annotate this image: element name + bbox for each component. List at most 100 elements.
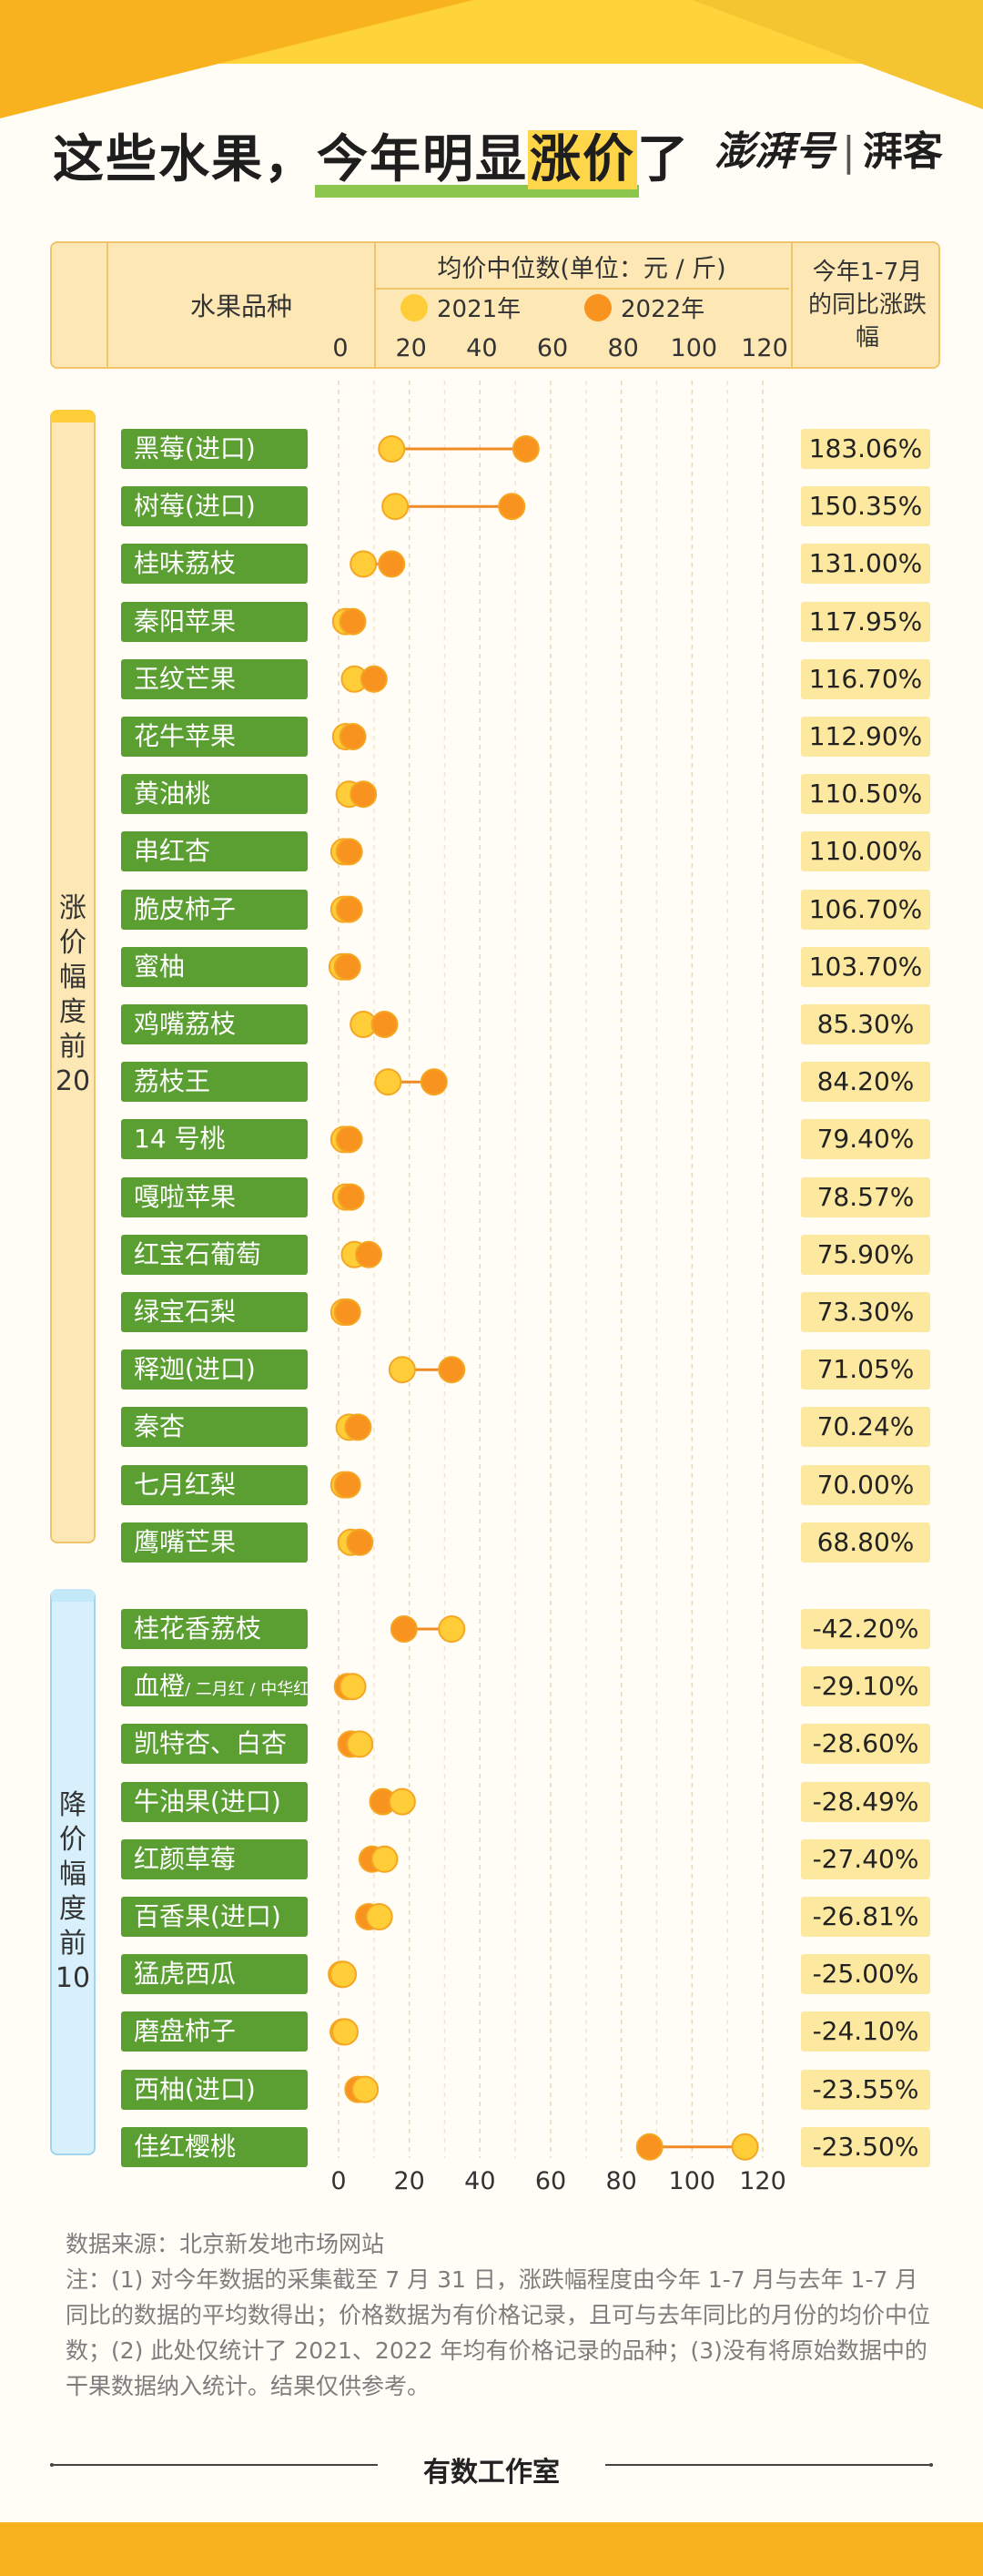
x-tick-label: 120	[741, 334, 788, 362]
header-yoy-change: 今年1-7月的同比涨跌幅	[791, 243, 942, 367]
x-tick-label: 0	[330, 2167, 347, 2195]
point-2021	[335, 1413, 363, 1441]
yoy-change-value: 79.40%	[801, 1119, 930, 1160]
point-2021	[346, 1730, 374, 1758]
yoy-change-value: -26.81%	[801, 1897, 930, 1937]
yoy-change-value: -23.55%	[801, 2069, 930, 2110]
x-tick-label: 80	[605, 2167, 637, 2195]
fruit-name-tag: 桂花香荔枝	[121, 1609, 308, 1649]
point-2021	[329, 838, 358, 866]
point-2021	[731, 2133, 759, 2161]
yoy-change-value: -29.10%	[801, 1666, 930, 1707]
fruit-name-tag: 秦阳苹果	[121, 601, 308, 642]
yoy-change-value: 70.24%	[801, 1407, 930, 1448]
fruit-name-tag: 嘎啦苹果	[121, 1176, 308, 1217]
fruit-name: 磨盘柿子	[134, 2016, 237, 2047]
fruit-name: 14 号桃	[134, 1124, 226, 1155]
fruit-name: 桂花香荔枝	[134, 1614, 262, 1644]
fruit-name: 脆皮柿子	[134, 893, 237, 924]
fruit-name-tag: 释迦(进口)	[121, 1349, 308, 1390]
x-tick-label: 0	[332, 334, 349, 362]
yoy-change-value: 103.70%	[801, 946, 930, 987]
point-2022	[335, 895, 363, 923]
point-2022	[358, 1845, 386, 1873]
x-tick-label: 100	[670, 334, 718, 362]
x-tick-label: 120	[739, 2167, 786, 2195]
fruit-name: 串红杏	[134, 836, 211, 867]
point-2022	[337, 1183, 365, 1211]
yoy-change-value: 110.00%	[801, 831, 930, 872]
point-2022	[339, 723, 367, 750]
fruit-name: 百香果(进口)	[134, 1901, 281, 1931]
fruit-name-tag: 磨盘柿子	[121, 2011, 308, 2052]
yoy-change-value: 112.90%	[801, 717, 930, 757]
fruit-name: 玉纹芒果	[134, 663, 237, 694]
point-2021	[381, 493, 410, 521]
yoy-change-value: 131.00%	[801, 544, 930, 585]
yoy-change-value: -25.00%	[801, 1954, 930, 1995]
legend-dot-2022	[584, 293, 612, 321]
page-title: 这些水果，今年明显涨价了	[53, 118, 690, 198]
header-price-title: 均价中位数(单位：元 / 斤)	[374, 249, 789, 290]
top-decoration	[0, 0, 983, 118]
rise-group-label: 涨价幅度前 20	[52, 891, 94, 1099]
fruit-name: 桂味荔枝	[134, 548, 237, 579]
fruit-name-tag: 牛油果(进口)	[121, 1781, 308, 1822]
fruit-name: 释迦(进口)	[134, 1354, 256, 1385]
fruit-name: 牛油果(进口)	[134, 1786, 281, 1817]
yoy-change-value: 117.95%	[801, 601, 930, 642]
fruit-name: 七月红梨	[134, 1469, 237, 1500]
rise-group-panel: 涨价幅度前 20	[50, 410, 96, 1543]
yoy-change-value: 73.30%	[801, 1292, 930, 1332]
fruit-name: 黄油桃	[134, 779, 211, 809]
yoy-change-value: 84.20%	[801, 1062, 930, 1103]
yoy-change-value: -24.10%	[801, 2011, 930, 2052]
fruit-name: 荔枝王	[134, 1066, 211, 1097]
point-2022	[344, 1413, 372, 1441]
yoy-change-value: 71.05%	[801, 1349, 930, 1390]
data-source-note: 数据来源：北京新发地市场网站 注：(1) 对今年数据的采集截至 7 月 31 日…	[66, 2226, 930, 2404]
point-2021	[331, 607, 360, 636]
header-fruit-name: 水果品种	[106, 243, 376, 367]
fruit-name: 花牛苹果	[134, 721, 237, 751]
fruit-name-tag: 西柚(进口)	[121, 2069, 308, 2110]
point-2022	[360, 665, 388, 693]
point-2022	[344, 2075, 372, 2103]
point-2021	[328, 952, 356, 981]
x-tick-label: 20	[395, 334, 427, 362]
fruit-name-sub: / 二月红 / 中华红	[185, 1680, 308, 1700]
fruit-name: 佳红樱桃	[134, 2131, 237, 2162]
point-2021	[388, 1787, 416, 1816]
x-tick-label: 40	[464, 2167, 496, 2195]
footer-studio: 有数工作室	[423, 2457, 560, 2489]
rise-group-text: 涨价幅度前 20	[55, 892, 91, 1097]
note-text: 注：(1) 对今年数据的采集截至 7 月 31 日，涨跌幅程度由今年 1-7 月…	[66, 2266, 931, 2399]
point-2022	[333, 1471, 361, 1499]
fruit-name: 红宝石葡萄	[134, 1238, 262, 1269]
bottom-decoration	[0, 2522, 983, 2576]
yoy-change-value: -42.20%	[801, 1609, 930, 1649]
yoy-change-value: -27.40%	[801, 1838, 930, 1879]
yoy-change-value: -28.49%	[801, 1781, 930, 1822]
fruit-name-tag: 红宝石葡萄	[121, 1234, 308, 1275]
fruit-name-tag: 百香果(进口)	[121, 1897, 308, 1937]
point-2022	[420, 1068, 448, 1096]
point-2022	[369, 1787, 397, 1816]
fruit-name: 绿宝石梨	[134, 1297, 237, 1327]
fruit-name: 蜜柚	[134, 951, 186, 982]
title-highlight: 今年明显涨价	[315, 118, 639, 198]
point-2022	[512, 435, 540, 463]
fall-group-text: 降价幅度前 10	[55, 1789, 91, 1994]
point-2021	[350, 550, 378, 578]
legend-label-2021: 2021年	[437, 296, 522, 323]
fruit-name-tag: 红颜草莓	[121, 1838, 308, 1879]
table-header: 水果品种 均价中位数(单位：元 / 斤) 2021年 2022年 今年1-7月的…	[50, 241, 940, 369]
point-2022	[333, 952, 361, 981]
fruit-name-tag: 鹰嘴芒果	[121, 1522, 308, 1563]
point-2021	[374, 1068, 402, 1096]
point-2022	[355, 1903, 383, 1930]
fruit-name-tag: 荔枝王	[121, 1062, 308, 1103]
fruit-name-tag: 黑莓(进口)	[121, 429, 308, 469]
fruit-name-tag: 绿宝石梨	[121, 1292, 308, 1332]
point-2021	[329, 1298, 358, 1326]
